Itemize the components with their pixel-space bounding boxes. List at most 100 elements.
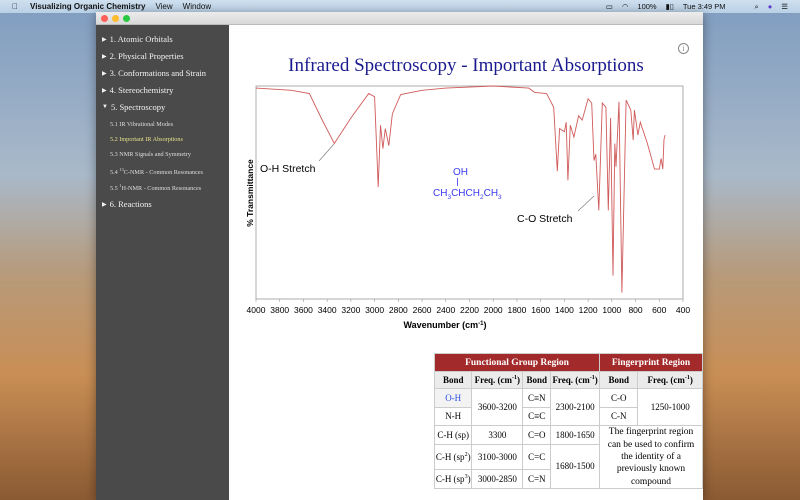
notification-center-icon[interactable]: ☰: [781, 2, 788, 11]
sidebar-section-stereochemistry[interactable]: ▶ 4. Stereochemistry: [102, 85, 173, 95]
bond-nh: N-H: [433, 406, 473, 427]
minimize-button[interactable]: [112, 15, 119, 22]
zoom-button[interactable]: [123, 15, 130, 22]
section-label: 3. Conformations and Strain: [109, 68, 206, 78]
x-tick-label: 1800: [507, 305, 526, 315]
x-tick-label: 4000: [247, 305, 266, 315]
bond-cn-triple: C≡N: [522, 388, 552, 408]
fingerprint-header: Fingerprint Region: [599, 353, 703, 372]
col-bond: Bond: [522, 371, 552, 389]
page-title: Infrared Spectroscopy - Important Absorp…: [288, 55, 644, 76]
bond-ch-sp2: C-H (sp2): [433, 443, 473, 471]
sidebar-section-reactions[interactable]: ▶ 6. Reactions: [102, 199, 152, 209]
bond-ch-sp3: C-H (sp3): [433, 469, 473, 489]
co-stretch-label: C-O Stretch: [517, 213, 573, 225]
x-tick-label: 3800: [270, 305, 289, 315]
disclosure-right-icon: ▶: [102, 201, 107, 208]
x-tick-label: 800: [628, 305, 642, 315]
clock[interactable]: Tue 3:49 PM: [682, 2, 726, 11]
col-freq: Freq. (cm-1): [637, 371, 703, 389]
close-button[interactable]: [101, 15, 108, 22]
sidebar: ▶ 1. Atomic Orbitals ▶ 2. Physical Propert…: [96, 25, 229, 500]
menu-view[interactable]: View: [149, 2, 172, 11]
item-number: 5.5: [110, 185, 120, 193]
section-label: 1. Atomic Orbitals: [109, 34, 173, 44]
bond-cn: C-N: [599, 406, 639, 427]
section-label: 6. Reactions: [109, 199, 152, 209]
battery-percent[interactable]: 100%: [637, 2, 657, 11]
siri-icon[interactable]: ●: [767, 2, 773, 11]
airplay-icon[interactable]: ▭: [605, 2, 613, 11]
x-tick-label: 1400: [555, 305, 574, 315]
disclosure-right-icon: ▶: [102, 53, 107, 60]
triple-freq: 2300-2100: [550, 387, 601, 427]
fingerprint-note: The fingerprint region can be used to co…: [599, 425, 703, 489]
col-freq: Freq. (cm-1): [550, 371, 601, 389]
wifi-icon[interactable]: ◠: [621, 2, 629, 11]
bond-c-o-double: C=O: [522, 425, 552, 445]
item-label: H-NMR - Common Resonances: [121, 185, 202, 193]
isotope-sup: 1: [119, 183, 122, 188]
bond-c-n-double: C=N: [522, 469, 552, 489]
section-label: 5. Spectroscopy: [110, 102, 166, 112]
sidebar-item-important-ir-absorptions[interactable]: 5.2 Important IR Absorptions: [110, 136, 183, 143]
app-window: ▶ 1. Atomic Orbitals ▶ 2. Physical Propert…: [96, 12, 703, 500]
info-icon[interactable]: i: [678, 43, 689, 54]
x-tick-label: 2600: [413, 305, 432, 315]
sidebar-section-physical-properties[interactable]: ▶ 2. Physical Properties: [102, 51, 184, 61]
col-freq: Freq. (cm-1): [471, 371, 524, 389]
ch-sp-freq: 3300: [471, 425, 524, 445]
menu-app-name[interactable]: Visualizing Organic Chemistry: [24, 2, 145, 11]
ch-sp3-freq: 3000-2850: [471, 469, 524, 489]
battery-icon[interactable]: ▮▯: [665, 2, 674, 11]
oh-stretch-label: O-H Stretch: [260, 163, 316, 175]
bond-co: C-O: [599, 388, 639, 408]
x-tick-label: 3600: [294, 305, 313, 315]
x-tick-label: 2800: [389, 305, 408, 315]
bond-oh-link[interactable]: O-H: [433, 388, 473, 408]
disclosure-right-icon: ▶: [102, 70, 107, 77]
hydroxyl-label: OH: [453, 167, 468, 178]
molecule-formula: CH3CHCH2CH3: [433, 188, 502, 201]
sidebar-item-ir-vibrational-modes[interactable]: 5.1 IR Vibrational Modes: [110, 121, 174, 128]
menu-bar:  Visualizing Organic Chemistry View Win…: [0, 0, 800, 13]
x-tick-label: 1600: [531, 305, 550, 315]
disclosure-right-icon: ▶: [102, 36, 107, 43]
x-tick-label: 2200: [460, 305, 479, 315]
oh-nh-freq: 3600-3200: [471, 387, 524, 427]
bond-cc-triple: C≡C: [522, 406, 552, 427]
menu-window[interactable]: Window: [176, 2, 211, 11]
ir-absorption-table: Functional Group Region Fingerprint Regio…: [433, 353, 703, 489]
col-bond: Bond: [433, 371, 473, 389]
spotlight-icon[interactable]: ⌕: [754, 1, 759, 11]
sidebar-item-13c-nmr[interactable]: 5.4 13C-NMR - Common Resonances: [110, 167, 203, 176]
sidebar-section-atomic-orbitals[interactable]: ▶ 1. Atomic Orbitals: [102, 34, 173, 44]
sidebar-item-1h-nmr[interactable]: 5.5 1H-NMR - Common Resonances: [110, 183, 201, 192]
sidebar-section-spectroscopy[interactable]: ▼ 5. Spectroscopy: [102, 102, 165, 112]
item-label: C-NMR - Common Resonances: [123, 169, 204, 177]
x-tick-label: 400: [676, 305, 690, 315]
title-bar: [96, 12, 703, 25]
bond-c-c-double: C=C: [522, 443, 552, 471]
x-tick-label: 3200: [341, 305, 360, 315]
co-annotation-line: [577, 195, 595, 212]
co-double-freq: 1800-1650: [550, 425, 601, 445]
disclosure-down-icon: ▼: [102, 104, 108, 110]
molecule-structure: OH CH3CHCH2CH3: [433, 167, 502, 201]
apple-icon[interactable]: : [12, 2, 18, 11]
double-freq: 1680-1500: [550, 443, 601, 489]
isotope-sup: 13: [119, 167, 124, 172]
section-label: 2. Physical Properties: [109, 51, 184, 61]
x-tick-label: 1200: [579, 305, 598, 315]
bond-ch-sp: C-H (sp): [433, 425, 473, 445]
x-tick-label: 3000: [365, 305, 384, 315]
sidebar-item-nmr-signals[interactable]: 5.3 NMR Signals and Symmetry: [110, 151, 191, 158]
x-tick-label: 2000: [484, 305, 503, 315]
item-number: 5.4: [110, 169, 120, 177]
spectrum-line: [255, 85, 666, 293]
ch-sp2-freq: 3100-3000: [471, 443, 524, 471]
col-bond: Bond: [599, 371, 639, 389]
fingerprint-freq: 1250-1000: [637, 387, 703, 427]
sidebar-section-conformations[interactable]: ▶ 3. Conformations and Strain: [102, 68, 206, 78]
